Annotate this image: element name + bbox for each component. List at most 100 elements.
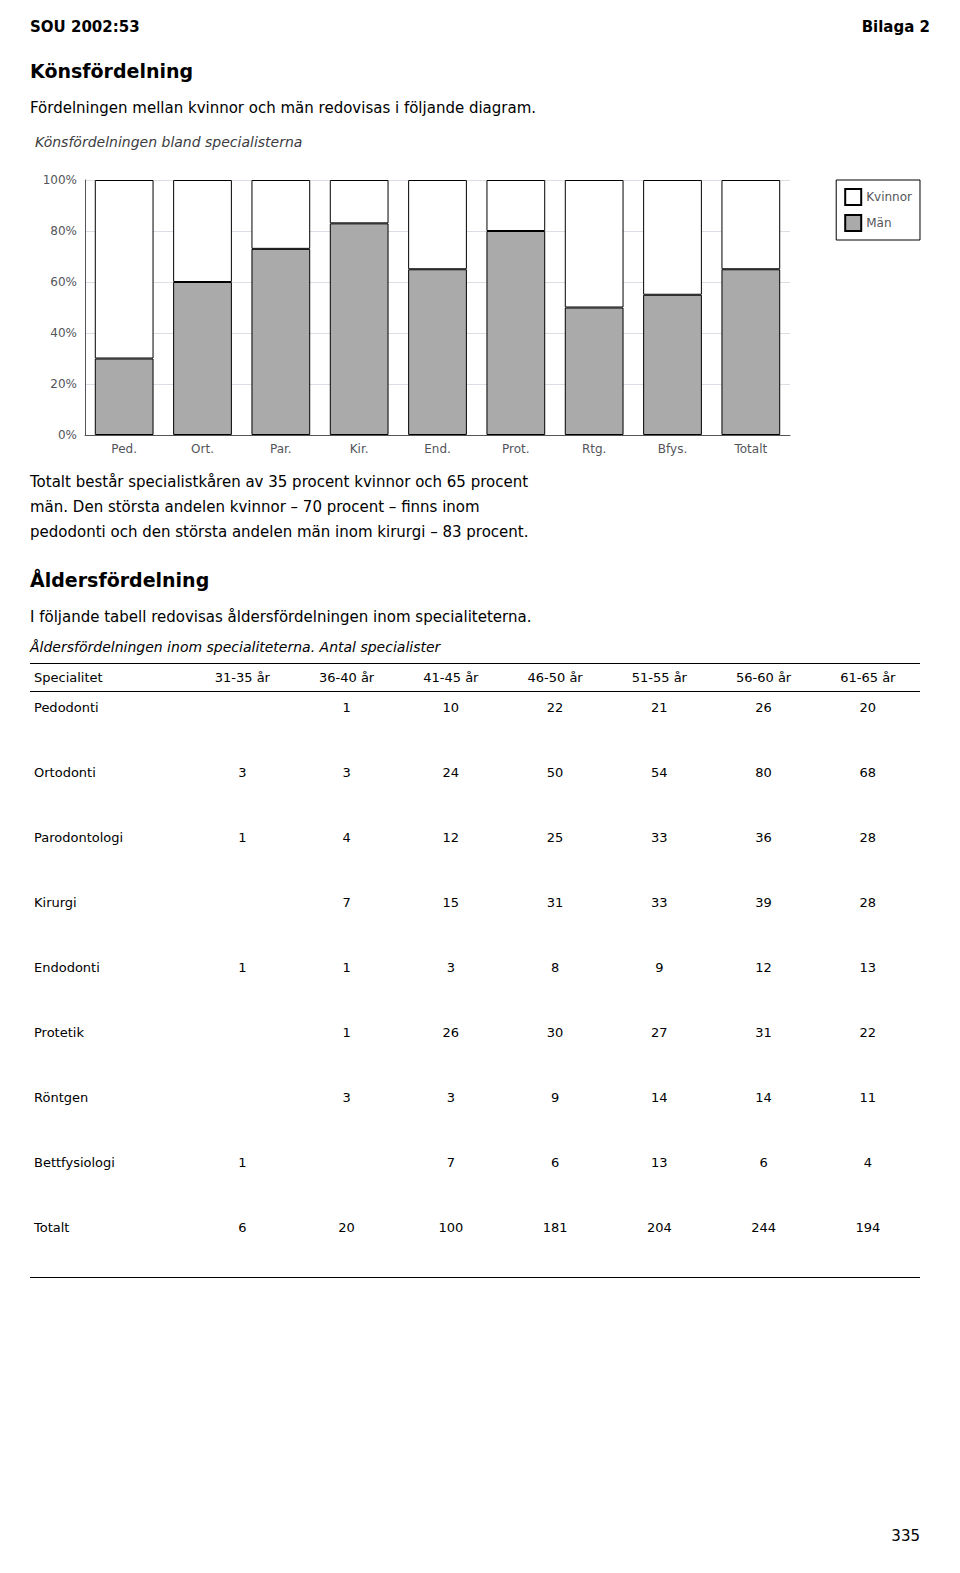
html-text:244: 244 (751, 1220, 776, 1235)
html-text:10: 10 (442, 700, 460, 715)
html-text:Specialitet: Specialitet (34, 670, 103, 685)
html-text:Parodontologi: Parodontologi (34, 830, 124, 845)
svg-text:20%: 20% (50, 377, 77, 391)
html-text:Totalt består specialistkåren: Totalt består specialistkåren av 35 proc… (30, 473, 529, 491)
html-text:15: 15 (442, 895, 460, 910)
html-text:Bettfysiologi: Bettfysiologi (34, 1155, 115, 1170)
html-text:SOU 2002:53: SOU 2002:53 (30, 18, 140, 36)
html-text:7: 7 (342, 895, 351, 910)
html-text:3: 3 (238, 765, 247, 780)
svg-text:100%: 100% (43, 173, 77, 187)
html-text:20: 20 (338, 1220, 355, 1235)
html-text:28: 28 (859, 895, 877, 910)
html-text:I följande tabell redovisas ål: I följande tabell redovisas åldersfördel… (30, 608, 532, 626)
html-text:1: 1 (342, 960, 351, 975)
html-text:30: 30 (546, 1025, 564, 1040)
html-text:36: 36 (755, 830, 772, 845)
html-text:1: 1 (342, 1025, 351, 1040)
html-text:26: 26 (442, 1025, 460, 1040)
html-text:39: 39 (755, 895, 772, 910)
html-text:Bilaga 2: Bilaga 2 (861, 18, 930, 36)
html-text:8: 8 (551, 960, 560, 975)
html-text:21: 21 (651, 700, 668, 715)
html-text:Fördelningen mellan kvinnor oc: Fördelningen mellan kvinnor och män redo… (30, 99, 537, 117)
html-text:33: 33 (651, 895, 668, 910)
html-text:Endodonti: Endodonti (34, 960, 100, 975)
svg-text:Män: Män (866, 216, 891, 230)
html-text:pedodonti och den största ande: pedodonti och den största andelen män in… (30, 523, 529, 541)
svg-text:40%: 40% (50, 326, 77, 340)
html-text:31-35 år: 31-35 år (214, 670, 270, 685)
svg-text:Rtg.: Rtg. (582, 442, 606, 456)
html-text:31: 31 (546, 895, 564, 910)
html-text:1: 1 (238, 830, 247, 845)
html-text:1: 1 (342, 700, 351, 715)
html-text:51-55 år: 51-55 år (631, 670, 687, 685)
html-text:3: 3 (446, 1090, 455, 1105)
html-text:Åldersfördelning: Åldersfördelning (30, 569, 210, 591)
html-text:41-45 år: 41-45 år (423, 670, 479, 685)
html-text:3: 3 (342, 1090, 351, 1105)
html-text:46-50 år: 46-50 år (527, 670, 583, 685)
html-text:204: 204 (646, 1220, 672, 1235)
html-text:Åldersfördelningen inom specia: Åldersfördelningen inom specialiteterna.… (30, 639, 441, 655)
html-text:24: 24 (442, 765, 460, 780)
html-text:1: 1 (238, 960, 247, 975)
html-text:1: 1 (238, 1155, 247, 1170)
html-text:31: 31 (755, 1025, 772, 1040)
html-text:26: 26 (755, 700, 772, 715)
svg-text:Prot.: Prot. (502, 442, 530, 456)
html-text:Könsfördelning: Könsfördelning (30, 60, 194, 82)
html-text:25: 25 (546, 830, 564, 845)
svg-text:Ped.: Ped. (111, 442, 137, 456)
svg-text:Könsfördelningen bland special: Könsfördelningen bland specialisterna (35, 134, 302, 150)
svg-text:Kir.: Kir. (350, 442, 369, 456)
html-text:9: 9 (551, 1090, 560, 1105)
html-text:11: 11 (859, 1090, 877, 1105)
svg-text:Ort.: Ort. (191, 442, 214, 456)
html-text:9: 9 (655, 960, 664, 975)
html-text:181: 181 (542, 1220, 568, 1235)
svg-text:60%: 60% (50, 275, 77, 289)
html-text:Pedodonti: Pedodonti (34, 700, 99, 715)
html-text:194: 194 (855, 1220, 881, 1235)
svg-text:Totalt: Totalt (733, 442, 767, 456)
html-text:12: 12 (755, 960, 772, 975)
html-text:Protetik: Protetik (34, 1025, 84, 1040)
svg-text:End.: End. (424, 442, 451, 456)
html-text:33: 33 (651, 830, 668, 845)
html-text:Ortodonti: Ortodonti (34, 765, 96, 780)
html-text:Kirurgi: Kirurgi (34, 895, 77, 910)
svg-text:Par.: Par. (270, 442, 292, 456)
svg-text:0%: 0% (58, 428, 77, 442)
html-text:22: 22 (546, 700, 564, 715)
html-text:28: 28 (859, 830, 877, 845)
html-text:36-40 år: 36-40 år (319, 670, 375, 685)
html-text:12: 12 (442, 830, 460, 845)
svg-text:Kvinnor: Kvinnor (866, 190, 912, 204)
html-text:14: 14 (651, 1090, 668, 1105)
html-text:män. Den största andelen kvinn: män. Den största andelen kvinnor – 70 pr… (30, 498, 480, 516)
html-text:7: 7 (446, 1155, 455, 1170)
html-text:Totalt: Totalt (34, 1220, 70, 1235)
html-text:3: 3 (342, 765, 351, 780)
html-text:56-60 år: 56-60 år (736, 670, 792, 685)
html-text:20: 20 (859, 700, 877, 715)
svg-text:Bfys.: Bfys. (658, 442, 687, 456)
html-text:4: 4 (342, 830, 351, 845)
svg-text:80%: 80% (50, 224, 77, 238)
html-text:100: 100 (438, 1220, 464, 1235)
html-text:3: 3 (446, 960, 455, 975)
html-text:54: 54 (651, 765, 668, 780)
html-text:68: 68 (859, 765, 877, 780)
html-text:13: 13 (859, 960, 877, 975)
html-text:335: 335 (891, 1527, 920, 1545)
html-text:22: 22 (859, 1025, 877, 1040)
html-text:Röntgen: Röntgen (34, 1090, 89, 1105)
html-text:13: 13 (651, 1155, 668, 1170)
html-text:14: 14 (755, 1090, 772, 1105)
html-text:61-65 år: 61-65 år (840, 670, 896, 685)
html-text:27: 27 (651, 1025, 668, 1040)
html-text:50: 50 (546, 765, 564, 780)
html-text:80: 80 (755, 765, 772, 780)
